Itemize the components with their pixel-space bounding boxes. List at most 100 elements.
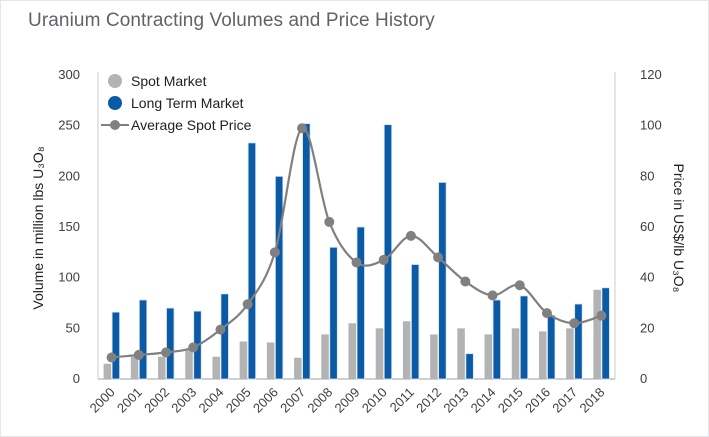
bar-long-term-market [166, 307, 175, 380]
bar-long-term-market [601, 287, 610, 380]
y-right-tick-label: 40 [640, 270, 654, 285]
legend-label-average-spot-price: Average Spot Price [131, 117, 252, 133]
bar-spot-market [538, 331, 547, 379]
bar-spot-market [457, 328, 465, 379]
x-tick-label: 2007 [277, 385, 308, 416]
point-average-spot-price [541, 308, 552, 319]
bar-spot-market [239, 341, 248, 379]
bar-spot-market [566, 328, 574, 379]
legend-label-spot-market: Spot Market [131, 73, 207, 89]
bar-long-term-market [411, 264, 420, 380]
x-tick-label: 2001 [114, 385, 145, 416]
bar-spot-market [158, 356, 166, 379]
legend-swatch-spot-market [108, 74, 122, 88]
point-average-spot-price [242, 299, 253, 310]
bar-spot-market [266, 342, 275, 379]
y-left-tick-label: 50 [66, 320, 80, 335]
chart-title: Uranium Contracting Volumes and Price Hi… [28, 10, 435, 31]
y-left-tick-label: 200 [58, 168, 80, 183]
bar-spot-market [375, 328, 384, 379]
bar-long-term-market [111, 311, 121, 380]
bar-spot-market [103, 363, 112, 379]
x-tick-label: 2002 [141, 385, 172, 416]
point-average-spot-price [460, 276, 471, 287]
point-average-spot-price [433, 252, 444, 263]
x-tick-label: 2014 [468, 385, 499, 416]
x-tick-label: 2015 [495, 385, 526, 416]
bar-spot-market [511, 328, 520, 379]
bar-long-term-market [574, 303, 583, 380]
y-right-tick-label: 80 [640, 168, 654, 183]
x-tick-label: 2000 [87, 385, 118, 416]
point-average-spot-price [324, 216, 335, 227]
point-average-spot-price [487, 290, 498, 301]
bar-long-term-market [302, 123, 311, 380]
bar-long-term-market [547, 314, 556, 380]
bar-spot-market [430, 334, 438, 379]
bar-long-term-market [329, 246, 338, 380]
bar-long-term-market [138, 299, 148, 380]
bar-spot-market [593, 289, 601, 379]
x-tick-label: 2009 [332, 385, 363, 416]
y-axis-left-label: Volume in million lbs U₃O₈ [30, 146, 46, 309]
bar-long-term-market [519, 295, 529, 380]
bar-long-term-market [274, 175, 284, 380]
bar-long-term-market [492, 299, 501, 380]
point-average-spot-price [188, 342, 199, 353]
x-tick-label: 2012 [413, 385, 444, 416]
x-tick-label: 2017 [549, 385, 580, 416]
x-tick-label: 2018 [576, 385, 607, 416]
y-left-tick-label: 100 [58, 270, 80, 285]
x-tick-label: 2008 [304, 385, 335, 416]
bar-long-term-market [220, 293, 229, 380]
bar-spot-market [321, 334, 329, 379]
x-tick-label: 2016 [522, 385, 553, 416]
y-left-tick-label: 150 [58, 219, 80, 234]
point-average-spot-price [405, 230, 416, 241]
y-right-tick-label: 120 [640, 67, 662, 82]
y-right-tick-label: 0 [640, 371, 647, 386]
bar-spot-market [402, 321, 411, 379]
x-tick-label: 2013 [440, 385, 471, 416]
legend-swatch-marker [110, 120, 120, 130]
y-axis-right-label: Price in US$/lb U₃O₈ [671, 164, 687, 293]
point-average-spot-price [106, 352, 117, 363]
point-average-spot-price [297, 123, 308, 134]
y-left-tick-label: 250 [58, 118, 80, 133]
point-average-spot-price [514, 280, 525, 291]
point-average-spot-price [269, 247, 280, 258]
x-tick-label: 2010 [359, 385, 390, 416]
legend-label-long-term-market: Long Term Market [131, 95, 244, 111]
bar-spot-market [348, 323, 356, 379]
x-tick-label: 2005 [223, 385, 254, 416]
point-average-spot-price [351, 257, 362, 268]
bar-spot-market [484, 334, 493, 379]
point-average-spot-price [161, 347, 172, 358]
point-average-spot-price [215, 324, 226, 335]
x-tick-label: 2003 [168, 385, 199, 416]
y-right-tick-label: 100 [640, 118, 662, 133]
x-tick-label: 2006 [250, 385, 281, 416]
x-tick-label: 2004 [196, 385, 227, 416]
bar-long-term-market [247, 142, 257, 380]
x-tick-label: 2011 [387, 385, 417, 415]
bar-long-term-market [383, 124, 393, 380]
y-left-tick-label: 0 [73, 371, 80, 386]
point-average-spot-price [378, 254, 389, 265]
y-right-tick-label: 60 [640, 219, 654, 234]
y-right-tick-label: 20 [640, 320, 654, 335]
point-average-spot-price [569, 318, 580, 329]
bar-spot-market [212, 356, 220, 379]
bar-spot-market [294, 357, 302, 379]
bar-spot-market [130, 356, 139, 379]
point-average-spot-price [133, 349, 144, 360]
y-left-tick-label: 300 [58, 67, 80, 82]
point-average-spot-price [596, 310, 607, 321]
bar-long-term-market [465, 353, 474, 380]
bar-long-term-market [438, 182, 447, 380]
legend: Spot Market Long Term Market Average Spo… [101, 73, 252, 133]
legend-swatch-long-term-market [108, 96, 122, 110]
bar-spot-market [185, 349, 193, 379]
bar-long-term-market [356, 226, 365, 380]
